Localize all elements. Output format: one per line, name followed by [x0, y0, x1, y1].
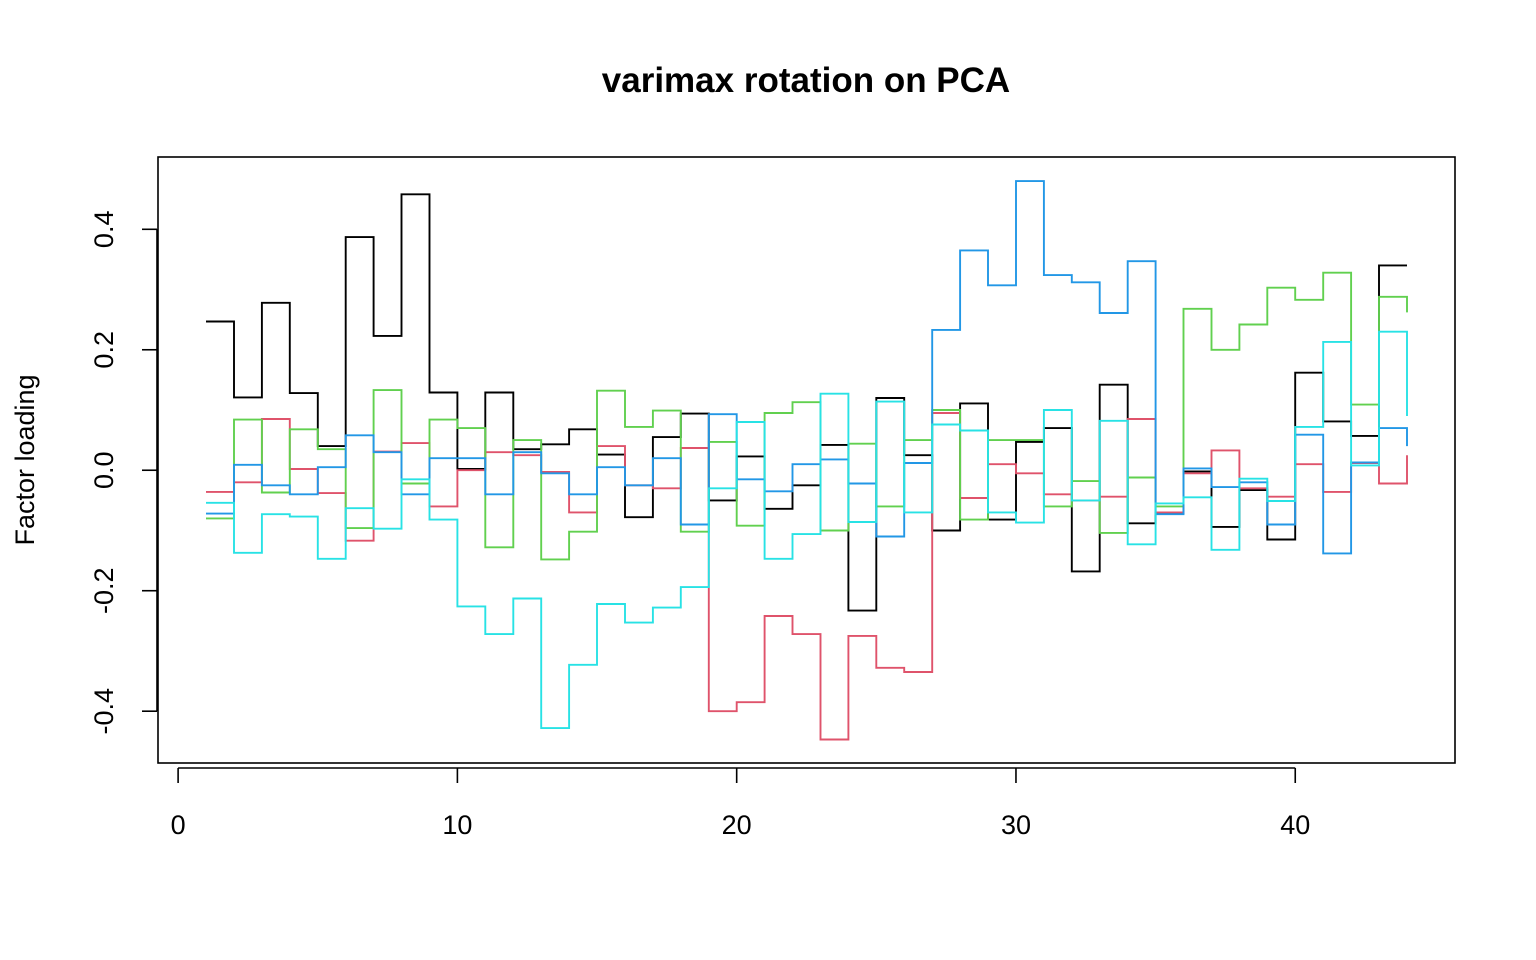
series-line-1 — [206, 193, 1407, 612]
series-line-2 — [206, 412, 1408, 741]
series-layer — [206, 180, 1408, 741]
y-tick-label: 0.0 — [89, 451, 119, 489]
x-tick-label: 40 — [1280, 810, 1310, 840]
x-axis: 0 10 20 30 40 — [171, 767, 1310, 840]
y-tick-label: -0.4 — [89, 688, 119, 735]
series-line-5 — [206, 330, 1408, 730]
y-axis-label: Factor loading — [10, 374, 40, 545]
x-tick-label: 20 — [722, 810, 752, 840]
series-line-3 — [206, 271, 1408, 561]
y-tick-label: 0.4 — [89, 211, 119, 249]
y-axis: -0.4 -0.2 0.0 0.2 0.4 — [89, 211, 158, 735]
x-tick-label: 0 — [171, 810, 186, 840]
plot-frame — [157, 156, 1456, 764]
x-tick-label: 30 — [1001, 810, 1031, 840]
y-tick-label: -0.2 — [89, 567, 119, 614]
chart-title: varimax rotation on PCA — [602, 61, 1010, 100]
y-tick-label: 0.2 — [89, 331, 119, 369]
x-tick-label: 10 — [442, 810, 472, 840]
series-line-4 — [206, 180, 1408, 555]
